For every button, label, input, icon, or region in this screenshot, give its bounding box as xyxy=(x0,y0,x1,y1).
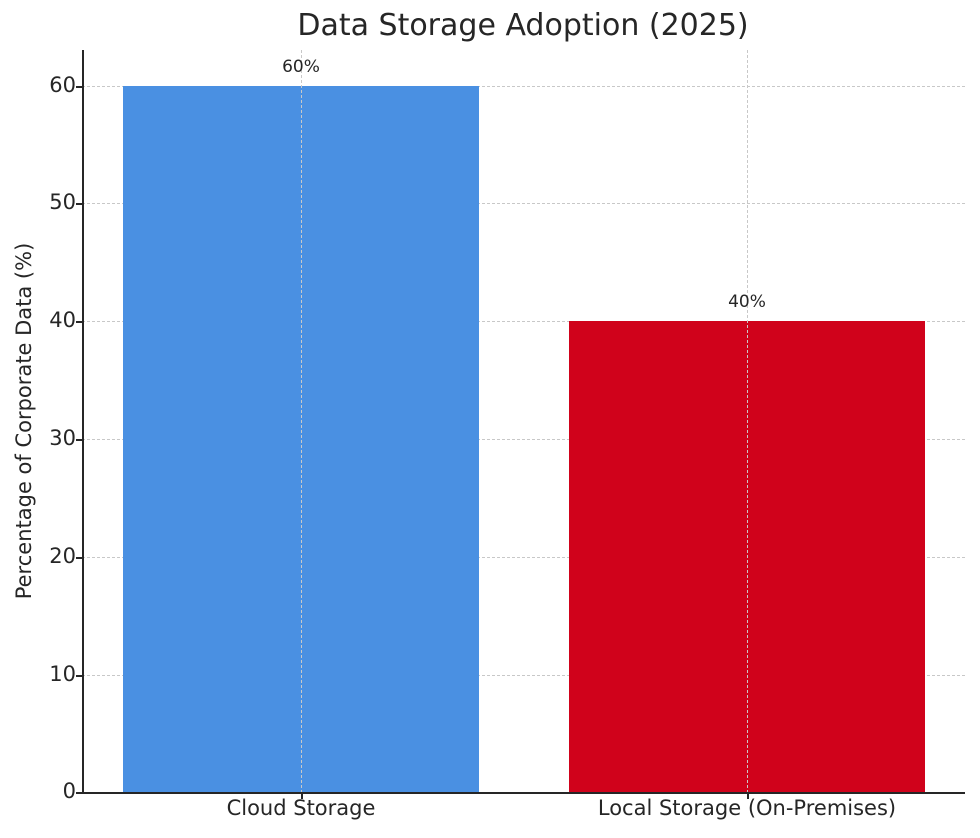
vgridline-local xyxy=(747,50,748,793)
gridline-30 xyxy=(82,439,965,440)
ytick-label: 60 xyxy=(49,73,76,97)
gridline-10 xyxy=(82,675,965,676)
xtick-label-local: Local Storage (On-Premises) xyxy=(597,796,897,820)
ytick-mark xyxy=(76,675,82,677)
gridline-60 xyxy=(82,86,965,87)
gridline-40 xyxy=(82,321,965,322)
xtick-label-cloud: Cloud Storage xyxy=(226,796,376,820)
ytick-mark xyxy=(76,439,82,441)
plot-area: 60% 40% xyxy=(82,50,965,793)
ytick-label: 30 xyxy=(49,426,76,450)
ytick-label: 40 xyxy=(49,308,76,332)
xtick-mark xyxy=(747,793,749,799)
bar-value-label-cloud: 60% xyxy=(282,57,320,77)
ytick-mark xyxy=(76,792,82,794)
chart-title: Data Storage Adoption (2025) xyxy=(297,8,749,43)
ytick-label: 0 xyxy=(62,779,76,803)
gridline-50 xyxy=(82,203,965,204)
gridline-20 xyxy=(82,557,965,558)
ytick-mark xyxy=(76,557,82,559)
ytick-mark xyxy=(76,203,82,205)
ytick-label: 50 xyxy=(49,190,76,214)
x-axis-line xyxy=(82,792,965,794)
y-axis-line xyxy=(82,50,84,794)
ytick-mark xyxy=(76,321,82,323)
bar-value-label-local: 40% xyxy=(728,292,766,312)
ytick-label: 10 xyxy=(49,662,76,686)
vgridline-cloud xyxy=(301,50,302,793)
ytick-mark xyxy=(76,86,82,88)
xtick-mark xyxy=(301,793,303,799)
ytick-label: 20 xyxy=(49,544,76,568)
